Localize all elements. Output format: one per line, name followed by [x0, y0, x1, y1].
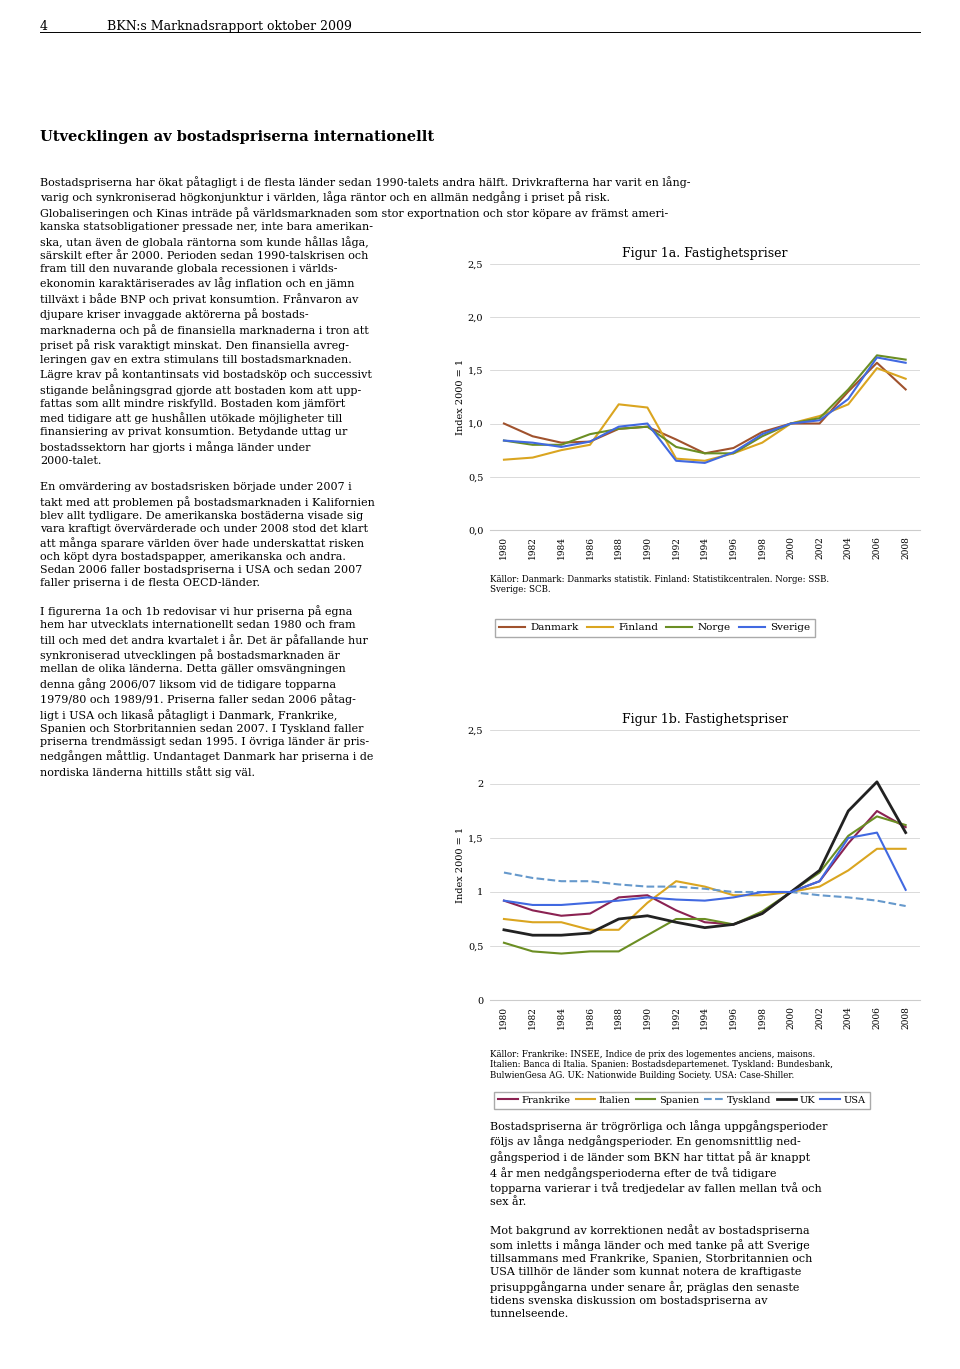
- Y-axis label: Index 2000 = 1: Index 2000 = 1: [456, 359, 465, 435]
- Legend: Danmark, Finland, Norge, Sverige: Danmark, Finland, Norge, Sverige: [494, 619, 815, 637]
- Text: Bostadspriserna är trögrörliga och långa uppgångsperioder
följs av långa nedgång: Bostadspriserna är trögrörliga och långa…: [490, 1120, 828, 1318]
- Text: Källor: Danmark: Danmarks statistik. Finland: Statistikcentralen. Norge: SSB.
Sv: Källor: Danmark: Danmarks statistik. Fin…: [490, 575, 828, 594]
- Title: Figur 1b. Fastighetspriser: Figur 1b. Fastighetspriser: [622, 713, 788, 726]
- Text: 4: 4: [40, 21, 48, 33]
- Legend: Frankrike, Italien, Spanien, Tyskland, UK, USA: Frankrike, Italien, Spanien, Tyskland, U…: [494, 1091, 870, 1109]
- Text: Utvecklingen av bostadspriserna internationellt: Utvecklingen av bostadspriserna internat…: [40, 130, 434, 144]
- Text: BKN:s Marknadsrapport oktober 2009: BKN:s Marknadsrapport oktober 2009: [108, 21, 352, 33]
- Text: Källor: Frankrike: INSEE, Indice de prix des logementes anciens, maisons.
Italie: Källor: Frankrike: INSEE, Indice de prix…: [490, 1050, 832, 1080]
- Y-axis label: Index 2000 = 1: Index 2000 = 1: [456, 827, 465, 904]
- Text: Bostadspriserna har ökat påtagligt i de flesta länder sedan 1990-talets andra hä: Bostadspriserna har ökat påtagligt i de …: [40, 177, 690, 778]
- Title: Figur 1a. Fastighetspriser: Figur 1a. Fastighetspriser: [622, 246, 787, 260]
